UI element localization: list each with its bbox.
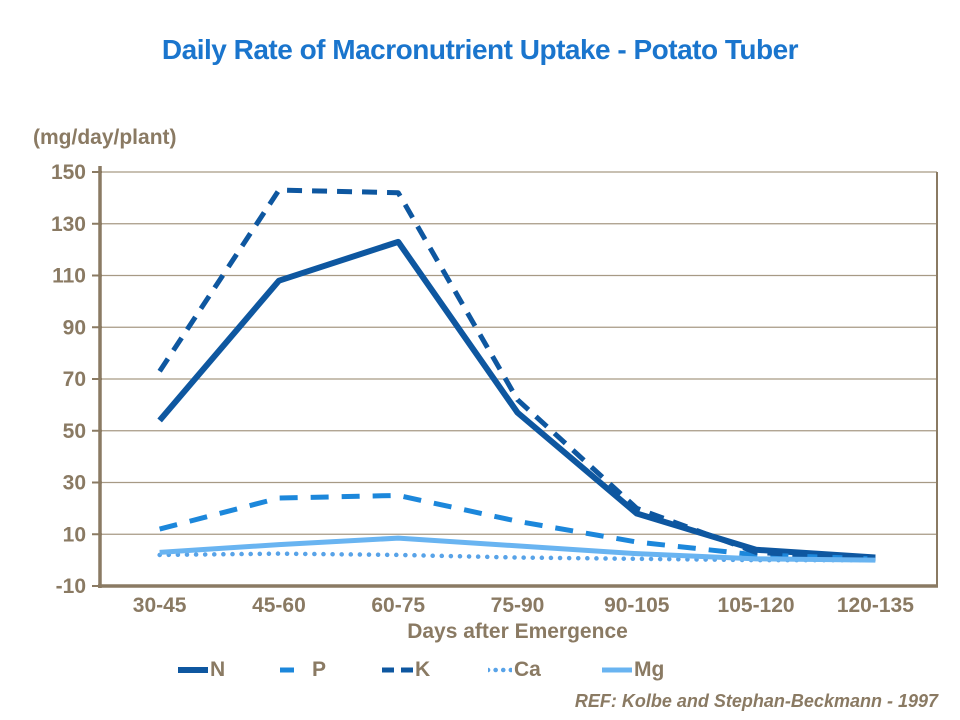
y-tick-label: 150 [51, 161, 86, 184]
legend-item-P: P [280, 656, 326, 684]
legend-swatch-Ca [488, 667, 512, 673]
legend-label-Ca: Ca [514, 658, 541, 681]
legend: N P K Ca Mg [0, 656, 960, 684]
x-tick-label: 105-120 [718, 594, 795, 617]
y-tick-label: 70 [63, 368, 86, 391]
x-tick-label: 45-60 [252, 594, 306, 617]
legend-item-Mg: Mg [602, 656, 664, 684]
y-tick-label: 90 [63, 316, 86, 339]
x-tick-label: 60-75 [371, 594, 425, 617]
y-tick-label: 10 [63, 523, 86, 546]
y-axis-unit-label: (mg/day/plant) [33, 126, 177, 149]
legend-label-K: K [415, 658, 431, 681]
legend-item-Ca: Ca [488, 656, 541, 684]
legend-label-Mg: Mg [634, 658, 665, 681]
x-tick-label: 90-105 [604, 594, 670, 617]
legend-item-K: K [382, 656, 430, 684]
legend-swatch-Mg [602, 667, 632, 673]
legend-label-N: N [210, 658, 226, 681]
x-tick-label: 30-45 [133, 594, 187, 617]
y-tick-label: 50 [63, 420, 86, 443]
y-tick-label: 30 [63, 472, 86, 495]
legend-swatch-P [280, 667, 310, 673]
series-line-Mg [159, 535, 876, 563]
series-line-P [159, 492, 876, 562]
x-axis-title: Days after Emergence [407, 620, 628, 643]
series-line-K [157, 187, 876, 562]
legend-label-P: P [312, 658, 327, 681]
x-tick-label: 120-135 [837, 594, 914, 617]
y-tick-label: -10 [56, 575, 86, 598]
y-tick-label: 110 [52, 265, 86, 288]
legend-swatch-K [382, 667, 413, 673]
legend-swatch-N [178, 667, 208, 673]
x-tick-label: 75-90 [491, 594, 545, 617]
legend-item-N: N [178, 656, 225, 684]
series-line-Ca [157, 551, 878, 563]
reference-note: REF: Kolbe and Stephan-Beckmann - 1997 [574, 691, 938, 711]
y-tick-label: 130 [51, 213, 86, 236]
chart-title: Daily Rate of Macronutrient Uptake - Pot… [161, 34, 799, 65]
